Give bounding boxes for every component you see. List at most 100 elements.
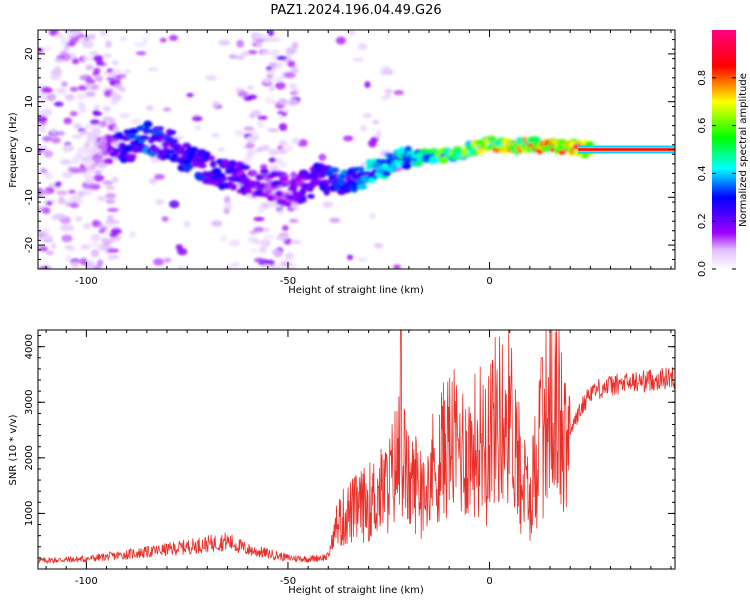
heatmap-noise-cell xyxy=(271,248,282,256)
heatmap-noise-cell xyxy=(109,71,117,78)
heatmap-noise-cell xyxy=(243,126,255,131)
heatmap-noise-cell xyxy=(63,245,75,250)
heatmap-noise-cell xyxy=(154,173,165,180)
heatmap-blobs xyxy=(38,30,596,269)
heatmap-noise-cell xyxy=(42,46,53,51)
heatmap-ridge-cell xyxy=(307,193,315,199)
heatmap-noise-cell xyxy=(93,67,101,75)
heatmap-noise-cell xyxy=(229,239,240,247)
heatmap-noise-cell xyxy=(129,231,137,238)
heatmap-noise-cell xyxy=(278,123,288,131)
heatmap-noise-cell xyxy=(384,88,394,94)
heatmap-ridge-cell xyxy=(197,163,207,169)
heatmap-noise-cell xyxy=(291,42,299,49)
heatmap-cells xyxy=(38,30,675,269)
heatmap-noise-cell xyxy=(113,126,120,132)
heatmap-noise-cell xyxy=(130,118,142,125)
heatmap-ridge-cell xyxy=(401,152,408,158)
heatmap-noise-cell xyxy=(271,77,284,82)
heatmap-noise-cell xyxy=(38,58,45,63)
heatmap-noise-cell xyxy=(71,30,82,36)
heatmap-noise-cell xyxy=(77,146,89,154)
heatmap-xtick-label: -50 xyxy=(280,276,296,287)
heatmap-noise-cell xyxy=(89,119,100,126)
heatmap-noise-cell xyxy=(53,213,66,220)
heatmap-noise-cell xyxy=(382,68,394,76)
heatmap-noise-cell xyxy=(268,84,275,92)
heatmap-noise-cell xyxy=(282,144,294,152)
heatmap-xlabel: Height of straight line (km) xyxy=(288,285,424,296)
heatmap-noise-cell xyxy=(375,130,382,139)
heatmap-noise-cell xyxy=(42,135,53,142)
heatmap-noise-cell xyxy=(99,120,108,128)
heatmap-noise-cell xyxy=(210,133,220,138)
heatmap-noise-cell xyxy=(88,33,96,40)
heatmap-noise-cell xyxy=(92,111,103,116)
heatmap-noise-cell xyxy=(54,181,62,188)
heatmap-ridge-cell xyxy=(270,170,280,178)
heatmap-noise-cell xyxy=(346,254,354,261)
heatmap-noise-cell xyxy=(255,41,263,48)
heatmap-noise-cell xyxy=(245,151,254,159)
heatmap-noise-cell xyxy=(61,171,74,179)
heatmap-ridge-cell xyxy=(364,170,372,177)
heatmap-noise-cell xyxy=(85,263,94,269)
heatmap-noise-cell xyxy=(75,215,83,222)
snr-ticks: -100 -50 0 1000 2000 3000 4000 xyxy=(24,330,675,587)
heatmap-noise-cell xyxy=(265,68,277,76)
heatmap-noise-cell xyxy=(276,235,288,241)
heatmap-noise-cell xyxy=(168,200,180,209)
heatmap-noise-cell xyxy=(268,37,281,42)
heatmap-noise-cell xyxy=(102,105,112,113)
heatmap-noise-cell xyxy=(276,55,288,61)
heatmap-noise-cell xyxy=(283,72,296,79)
heatmap-ridge-cell xyxy=(290,171,297,179)
heatmap-noise-cell xyxy=(141,36,148,45)
heatmap-noise-cell xyxy=(274,81,286,90)
heatmap-noise-cell xyxy=(329,217,341,223)
heatmap-noise-cell xyxy=(322,201,334,209)
heatmap-noise-cell xyxy=(53,101,64,107)
heatmap-ridge-cell xyxy=(128,127,139,135)
heatmap-ridge-cell xyxy=(323,189,331,196)
heatmap-ridge-cell xyxy=(150,146,161,153)
heatmap-noise-cell xyxy=(281,225,289,232)
heatmap-noise-cell xyxy=(186,92,194,98)
heatmap-noise-cell xyxy=(106,214,115,221)
heatmap-ridge-cell xyxy=(297,196,308,204)
heatmap-noise-cell xyxy=(277,209,285,215)
heatmap-noise-cell xyxy=(228,54,237,59)
heatmap-noise-cell xyxy=(69,37,80,43)
heatmap-noise-cell xyxy=(88,183,101,190)
heatmap-ytick-label: 0 xyxy=(24,146,35,152)
heatmap-noise-cell xyxy=(260,50,273,55)
heatmap-ridge-cell xyxy=(92,154,104,160)
heatmap-noise-cell xyxy=(250,248,258,254)
heatmap-noise-cell xyxy=(38,125,46,134)
heatmap-noise-cell xyxy=(124,69,131,74)
heatmap-noise-cell xyxy=(71,134,83,139)
heatmap-ridge-cell xyxy=(189,146,199,153)
heatmap-noise-cell xyxy=(110,100,119,106)
heatmap-noise-cell xyxy=(261,239,271,248)
heatmap-ridge-cell xyxy=(143,120,153,128)
heatmap-noise-cell xyxy=(183,220,191,228)
heatmap-noise-cell xyxy=(75,93,86,101)
heatmap-noise-cell xyxy=(85,75,93,84)
heatmap-ridge-cell xyxy=(84,141,91,149)
heatmap-noise-cell xyxy=(153,258,164,266)
heatmap-noise-cell xyxy=(288,83,298,89)
heatmap-ytick-label: -10 xyxy=(24,189,35,205)
heatmap-noise-cell xyxy=(85,64,94,71)
heatmap-ridge-cell xyxy=(96,162,108,169)
heatmap-noise-cell xyxy=(177,264,185,269)
snr-xtick-label: -100 xyxy=(75,576,98,587)
heatmap-noise-cell xyxy=(62,46,71,51)
heatmap-ridge-cell xyxy=(169,138,179,144)
heatmap-noise-cell xyxy=(258,245,268,254)
heatmap-ridge-cell xyxy=(171,144,183,150)
heatmap-noise-cell xyxy=(261,77,273,84)
